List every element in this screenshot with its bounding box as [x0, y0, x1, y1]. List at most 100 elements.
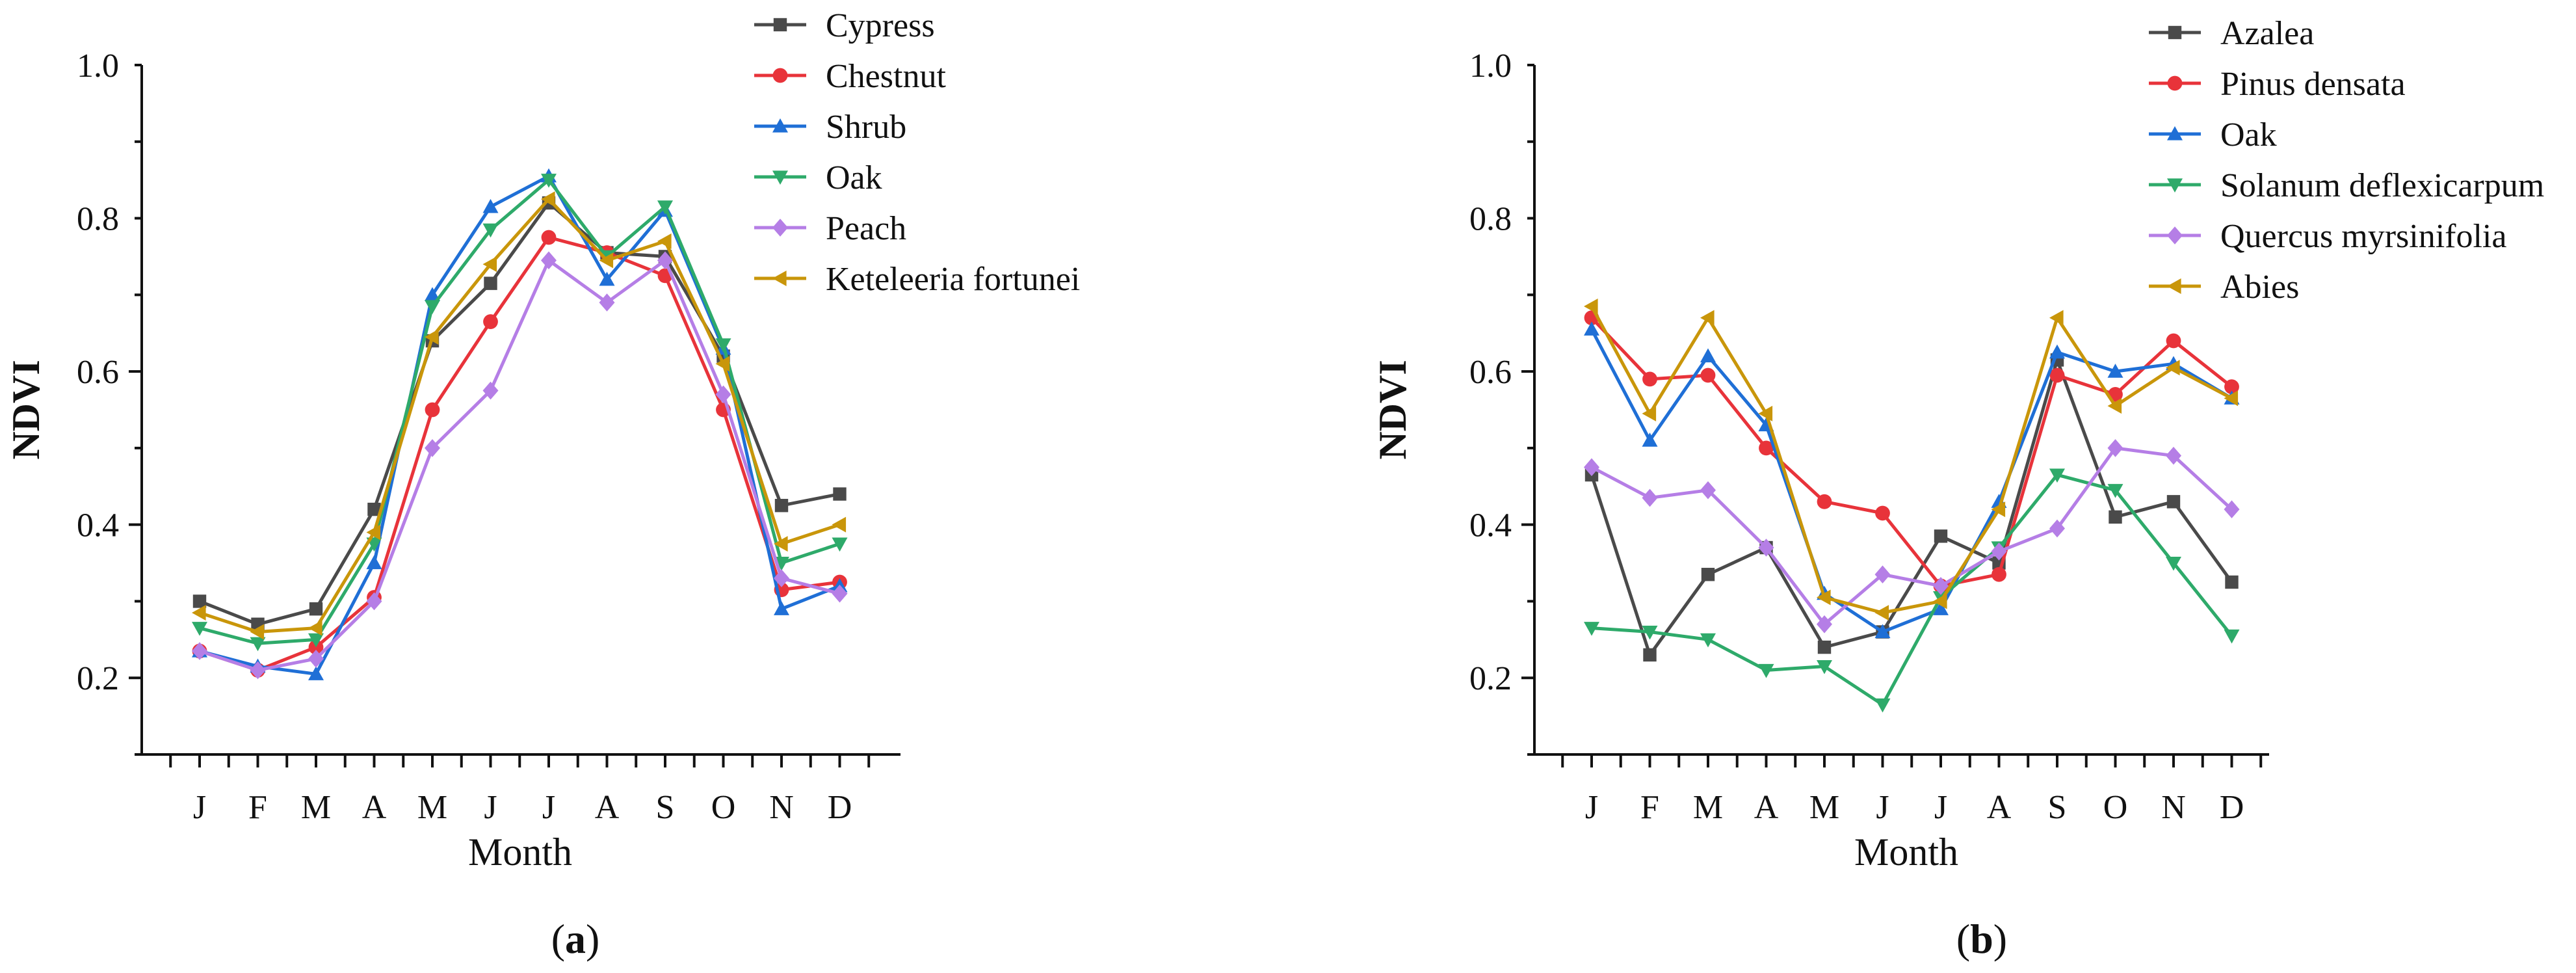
data-point	[599, 252, 614, 269]
legend-label: Shrub	[826, 109, 906, 146]
data-point	[1642, 488, 1658, 507]
legend-marker	[772, 170, 788, 185]
data-point	[2049, 344, 2065, 359]
data-point	[1874, 565, 1891, 584]
y-axis-title: NDVI	[1371, 360, 1414, 459]
series-line	[1591, 473, 2233, 706]
data-point	[309, 602, 323, 616]
data-point	[308, 633, 324, 648]
y-axis-title: NDVI	[5, 360, 47, 459]
data-point	[482, 198, 499, 213]
legend-marker	[2167, 126, 2183, 140]
series-azalea	[1584, 353, 2239, 662]
series-line	[199, 235, 840, 672]
y-tick-label: 0.4	[77, 507, 119, 544]
data-point	[482, 223, 499, 238]
data-point	[250, 624, 265, 640]
chart-panel-b: 0.20.40.60.81.0J F M A M J J A S O N DMonthNDVI(b)A…	[1371, 15, 2544, 962]
data-point	[541, 230, 557, 245]
data-point	[657, 251, 673, 270]
data-point	[2049, 367, 2065, 383]
series-line	[1590, 358, 2233, 657]
legend-entry: Pinus densata	[2149, 66, 2406, 103]
x-tick-label: J	[1585, 789, 1598, 826]
data-point	[1934, 529, 1948, 543]
legend-entry: Abies	[2149, 269, 2299, 306]
legend-entry: Quercus myrsinifolia	[2149, 218, 2506, 255]
data-point	[1874, 698, 1891, 713]
data-point	[1758, 539, 1774, 557]
data-point	[2224, 500, 2240, 518]
legend-label: Cypress	[826, 7, 935, 44]
legend-label: Pinus densata	[2220, 66, 2406, 103]
series-oak	[192, 174, 848, 652]
data-point	[715, 385, 731, 404]
data-point	[1933, 601, 1949, 615]
data-point	[1991, 501, 2006, 518]
data-point	[2049, 519, 2065, 538]
x-axis-title: Month	[468, 831, 572, 873]
legend-entry: Oak	[2149, 116, 2277, 153]
series-line	[1590, 328, 2233, 634]
legend-marker	[2167, 178, 2183, 193]
data-point	[1700, 633, 1716, 648]
data-point	[1817, 615, 1832, 633]
series-line	[199, 258, 841, 672]
data-point	[2224, 390, 2239, 407]
x-tick-label: S	[656, 789, 675, 826]
data-point	[774, 536, 788, 552]
data-point	[1759, 440, 1774, 456]
data-point	[1874, 605, 1889, 621]
legend-label: Solanum deflexicarpum	[2220, 167, 2544, 204]
data-point	[425, 329, 439, 345]
series-oak	[1584, 321, 2240, 639]
data-point	[833, 487, 847, 501]
legend-entry: Chestnut	[754, 58, 946, 95]
data-point	[1584, 321, 1599, 336]
data-point	[192, 605, 206, 621]
data-point	[1584, 299, 1598, 314]
series-pinus-densata	[1584, 310, 2239, 594]
data-point	[1584, 458, 1599, 477]
data-point	[599, 293, 615, 312]
legend-entry: Cypress	[754, 7, 935, 44]
data-point	[366, 555, 382, 570]
x-tick-label: D	[2220, 789, 2244, 826]
data-point	[774, 601, 789, 615]
data-point	[541, 191, 555, 207]
legend-label: Keteleeria fortunei	[826, 261, 1080, 298]
data-point	[1933, 577, 1949, 595]
panel-label-letter: b	[1970, 916, 1993, 962]
data-point	[2107, 484, 2123, 498]
legend-marker	[2168, 25, 2182, 40]
series-line	[199, 197, 841, 634]
data-point	[1700, 310, 1715, 326]
data-point	[1933, 593, 1947, 609]
legend-entry: Solanum deflexicarpum	[2149, 167, 2544, 204]
chart-panel-a: 0.20.40.60.81.0J F M A M J J A S O N DMonthNDVI(a)C…	[5, 7, 1080, 962]
legend-marker	[772, 271, 787, 286]
series-solanum-deflexicarpum	[1584, 468, 2240, 713]
data-point	[192, 622, 207, 636]
series-line	[199, 201, 840, 626]
x-tick-label: M	[417, 789, 447, 826]
data-point	[832, 537, 848, 552]
x-tick-label: J	[542, 789, 555, 826]
data-point	[1700, 348, 1716, 363]
data-point	[1875, 505, 1890, 521]
data-point	[308, 620, 322, 636]
y-tick-label: 0.2	[1469, 660, 1512, 697]
y-tick-label: 0.2	[77, 660, 119, 697]
data-point	[1758, 405, 1773, 421]
legend-marker	[2167, 226, 2183, 245]
legend-entry: Shrub	[754, 109, 906, 146]
data-point	[1642, 371, 1657, 387]
legend-entry: Oak	[754, 159, 882, 196]
data-point	[541, 251, 557, 270]
x-tick-label: D	[828, 789, 852, 826]
data-point	[1642, 405, 1657, 421]
x-tick-label: S	[2048, 789, 2067, 826]
data-point	[2049, 468, 2065, 483]
panel-label-close: )	[586, 916, 599, 962]
series-line	[199, 178, 841, 645]
